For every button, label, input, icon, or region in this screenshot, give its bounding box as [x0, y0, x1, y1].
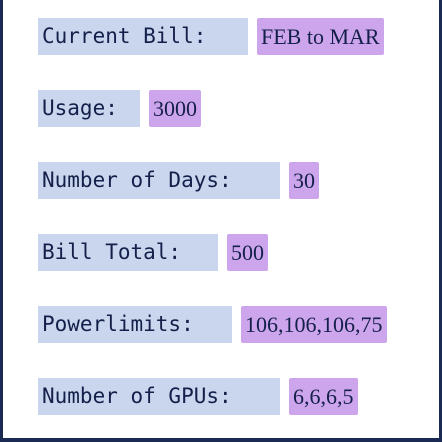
number-of-days-value: 30 — [289, 162, 319, 199]
field-row-current-bill: Current Bill: FEB to MAR — [38, 18, 384, 55]
usage-value: 3000 — [149, 90, 201, 127]
bill-total-label: Bill Total: — [38, 234, 218, 271]
field-row-bill-total: Bill Total: 500 — [38, 234, 268, 271]
usage-label: Usage: — [38, 90, 140, 127]
number-of-gpus-value: 6,6,6,5 — [289, 378, 358, 415]
number-of-gpus-label: Number of GPUs: — [38, 378, 280, 415]
field-row-number-of-gpus: Number of GPUs: 6,6,6,5 — [38, 378, 358, 415]
field-row-number-of-days: Number of Days: 30 — [38, 162, 319, 199]
powerlimits-label: Powerlimits: — [38, 306, 232, 343]
current-bill-label: Current Bill: — [38, 18, 248, 55]
field-row-usage: Usage: 3000 — [38, 90, 201, 127]
number-of-days-label: Number of Days: — [38, 162, 280, 199]
bill-total-value: 500 — [227, 234, 268, 271]
powerlimits-value: 106,106,106,75 — [241, 306, 387, 343]
field-row-powerlimits: Powerlimits: 106,106,106,75 — [38, 306, 387, 343]
current-bill-value: FEB to MAR — [257, 18, 384, 55]
